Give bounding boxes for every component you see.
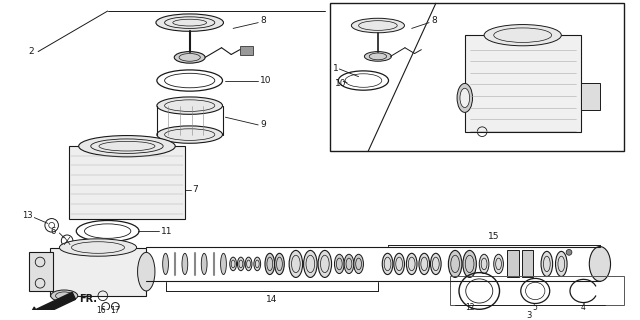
Bar: [508, 251, 519, 277]
Text: 13: 13: [22, 211, 33, 220]
Bar: [522, 251, 533, 277]
Ellipse shape: [182, 253, 188, 275]
Text: 1: 1: [333, 64, 339, 74]
Ellipse shape: [484, 25, 561, 46]
Ellipse shape: [156, 14, 223, 31]
Ellipse shape: [335, 254, 344, 274]
Bar: [451, 276, 624, 305]
Ellipse shape: [493, 254, 504, 274]
Text: 4: 4: [581, 303, 586, 312]
Text: 10: 10: [260, 76, 271, 85]
Bar: [580, 84, 600, 110]
Bar: [50, 248, 147, 296]
Bar: [330, 3, 624, 151]
Ellipse shape: [419, 253, 429, 275]
Ellipse shape: [60, 239, 136, 256]
Ellipse shape: [463, 251, 476, 277]
Bar: [69, 146, 185, 219]
Ellipse shape: [254, 257, 260, 271]
Ellipse shape: [382, 253, 393, 275]
Ellipse shape: [318, 251, 332, 277]
Ellipse shape: [479, 254, 489, 274]
Ellipse shape: [457, 84, 472, 112]
Circle shape: [566, 250, 572, 255]
Text: 10: 10: [335, 79, 346, 88]
Text: 9: 9: [260, 120, 266, 129]
Ellipse shape: [344, 254, 354, 274]
Ellipse shape: [556, 252, 567, 276]
FancyArrow shape: [28, 292, 76, 319]
Ellipse shape: [431, 253, 441, 275]
Ellipse shape: [157, 126, 223, 143]
Text: 16: 16: [96, 306, 106, 315]
Ellipse shape: [245, 257, 252, 271]
Text: 6: 6: [50, 227, 56, 236]
Ellipse shape: [221, 253, 227, 275]
Ellipse shape: [354, 254, 364, 274]
Text: 17: 17: [111, 306, 120, 315]
Ellipse shape: [51, 290, 77, 301]
Text: 11: 11: [161, 227, 172, 236]
Ellipse shape: [364, 52, 392, 61]
Bar: [29, 252, 52, 291]
Text: 2: 2: [29, 47, 34, 56]
Ellipse shape: [201, 253, 207, 275]
Bar: [465, 35, 580, 132]
Ellipse shape: [230, 257, 237, 271]
Text: 8: 8: [260, 16, 266, 25]
Text: 8: 8: [431, 16, 436, 25]
Ellipse shape: [460, 88, 470, 108]
Ellipse shape: [275, 253, 284, 275]
Text: 15: 15: [488, 232, 499, 241]
Ellipse shape: [265, 253, 275, 275]
Ellipse shape: [351, 18, 404, 33]
Ellipse shape: [303, 251, 317, 277]
Ellipse shape: [541, 252, 552, 276]
Ellipse shape: [589, 246, 611, 281]
Ellipse shape: [237, 257, 244, 271]
Bar: [240, 46, 253, 55]
Text: FR.: FR.: [79, 294, 97, 304]
Ellipse shape: [174, 52, 205, 63]
Ellipse shape: [394, 253, 404, 275]
Text: 14: 14: [266, 295, 277, 304]
Ellipse shape: [163, 253, 168, 275]
Ellipse shape: [289, 251, 303, 277]
Ellipse shape: [449, 251, 462, 277]
Text: 7: 7: [193, 185, 198, 194]
Text: 5: 5: [533, 303, 538, 312]
Text: 12: 12: [465, 303, 474, 312]
Ellipse shape: [406, 253, 417, 275]
Text: 3: 3: [527, 311, 532, 320]
Ellipse shape: [79, 136, 175, 157]
Ellipse shape: [157, 97, 223, 114]
Ellipse shape: [138, 252, 155, 291]
